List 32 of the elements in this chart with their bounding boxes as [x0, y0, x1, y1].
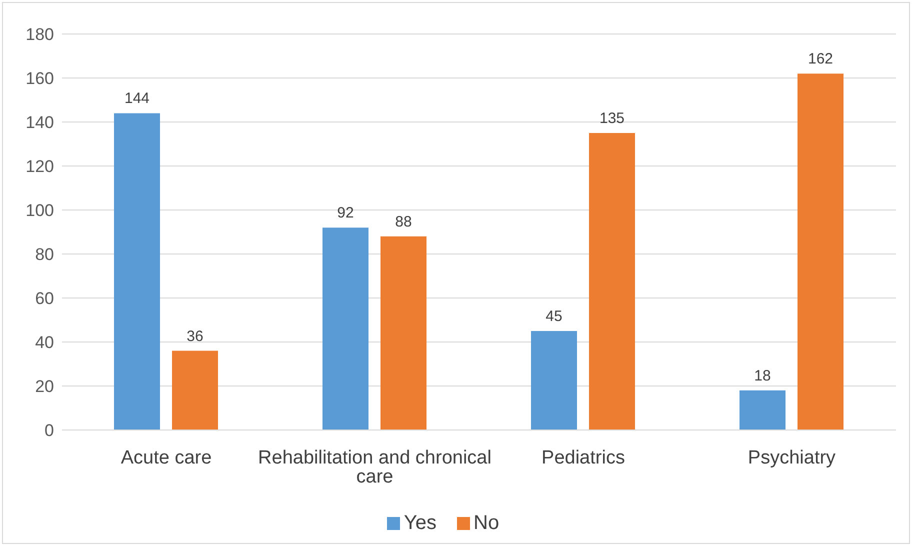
bar	[589, 133, 635, 430]
y-tick-label: 40	[35, 333, 54, 352]
data-label: 45	[546, 308, 562, 325]
data-label: 144	[124, 90, 150, 108]
data-label: 162	[808, 50, 834, 68]
y-tick-label: 0	[44, 421, 54, 440]
bar	[531, 331, 577, 430]
x-tick-label: Acute care	[120, 447, 212, 468]
y-tick-label: 160	[26, 69, 54, 88]
data-label: 18	[754, 367, 771, 384]
data-label: 92	[337, 204, 354, 222]
x-tick-label: Rehabilitation and chronical care	[258, 447, 492, 488]
legend-label: No	[474, 512, 500, 534]
y-tick-label: 60	[35, 289, 54, 308]
x-tick-label: Pediatrics	[542, 447, 625, 468]
y-tick-label: 100	[26, 201, 54, 220]
y-tick-label: 180	[26, 25, 54, 44]
bar	[114, 113, 160, 430]
y-tick-label: 120	[26, 157, 54, 176]
legend-label: Yes	[404, 512, 437, 534]
data-label: 88	[395, 213, 412, 230]
y-tick-label: 140	[26, 113, 54, 132]
bar	[172, 350, 218, 430]
bar	[740, 390, 786, 430]
y-tick-label: 20	[35, 377, 54, 396]
data-label: 135	[599, 110, 625, 127]
data-label: 36	[186, 328, 204, 345]
bar	[380, 236, 426, 430]
bar	[798, 74, 844, 430]
x-tick-label: Psychiatry	[748, 447, 836, 468]
y-tick-label: 80	[35, 245, 54, 264]
bar	[322, 228, 368, 430]
